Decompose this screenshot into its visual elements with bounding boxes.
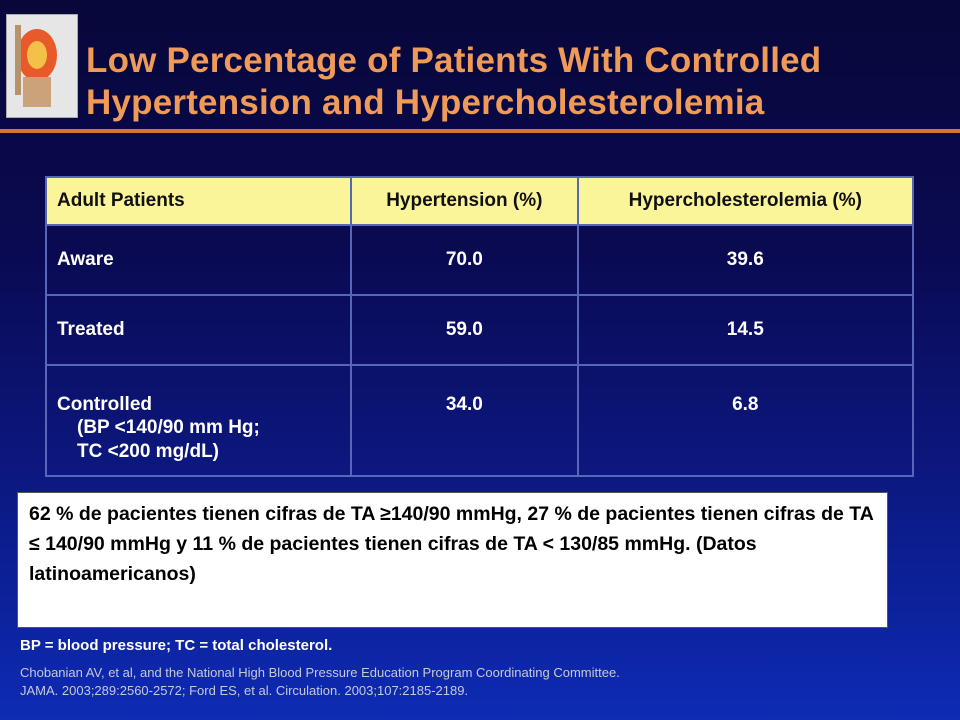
cell-hypercholesterolemia-aware: 39.6 <box>576 224 915 296</box>
row-label-controlled: Controlled <box>57 394 152 415</box>
logo-image <box>6 14 78 118</box>
table-row: Controlled (BP <140/90 mm Hg; TC <200 mg… <box>44 364 915 477</box>
reference-footnote: Chobanian AV, et al, and the National Hi… <box>20 664 620 700</box>
data-table: Adult Patients Hypertension (%) Hypercho… <box>44 176 915 477</box>
abbreviations-footnote: BP = blood pressure; TC = total choleste… <box>20 637 333 654</box>
cell-hypercholesterolemia-treated: 14.5 <box>576 294 915 366</box>
row-label-aware: Aware <box>44 224 353 296</box>
reference-line-2: JAMA. 2003;289:2560-2572; Ford ES, et al… <box>20 683 469 698</box>
slide-title: Low Percentage of Patients With Controll… <box>86 40 946 124</box>
title-line-1: Low Percentage of Patients With Controll… <box>86 41 822 80</box>
header-hypertension: Hypertension (%) <box>350 176 579 226</box>
header-adult-patients: Adult Patients <box>44 176 353 226</box>
table-row: Aware 70.0 39.6 <box>44 224 915 296</box>
row-label-treated: Treated <box>44 294 353 366</box>
reference-line-1: Chobanian AV, et al, and the National Hi… <box>20 665 620 680</box>
cell-hypertension-aware: 70.0 <box>350 224 579 296</box>
title-line-2: Hypertension and Hypercholesterolemia <box>86 83 765 122</box>
anatomy-logo-icon <box>7 15 77 117</box>
cell-hypertension-treated: 59.0 <box>350 294 579 366</box>
title-divider <box>0 129 960 133</box>
cell-hypercholesterolemia-controlled: 6.8 <box>576 364 915 477</box>
cell-hypertension-controlled: 34.0 <box>350 364 579 477</box>
controlled-criteria-tc: TC <200 mg/dL) <box>77 441 219 462</box>
controlled-criteria-bp: (BP <140/90 mm Hg; <box>77 417 260 438</box>
table-row: Treated 59.0 14.5 <box>44 294 915 366</box>
row-label-controlled-cell: Controlled (BP <140/90 mm Hg; TC <200 mg… <box>44 364 353 477</box>
header-hypercholesterolemia: Hypercholesterolemia (%) <box>576 176 915 226</box>
annotation-textbox: 62 % de pacientes tienen cifras de TA ≥1… <box>17 492 888 628</box>
table-header-row: Adult Patients Hypertension (%) Hypercho… <box>44 176 915 226</box>
